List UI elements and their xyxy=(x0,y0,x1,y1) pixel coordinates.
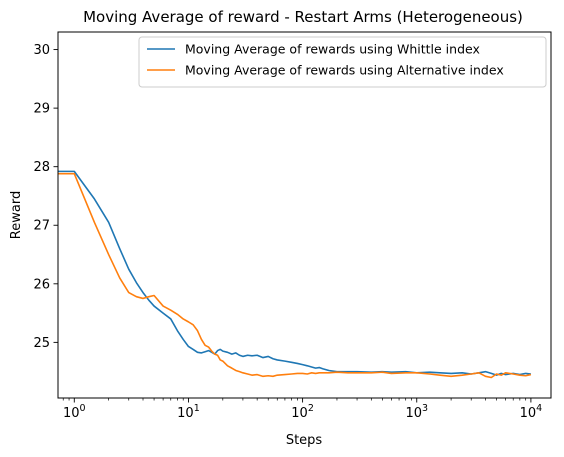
y-tick-label: 27 xyxy=(33,219,50,234)
series-line-whittle xyxy=(58,170,531,376)
x-tick-label: 104 xyxy=(520,403,543,421)
x-tick-label: 103 xyxy=(405,403,428,421)
x-axis: 100 101 102 103 104 xyxy=(62,398,543,421)
legend: Moving Average of rewards using Whittle … xyxy=(138,36,547,88)
y-axis: 25 26 27 28 29 30 xyxy=(33,43,58,351)
x-tick-label: 101 xyxy=(177,403,200,421)
legend-label-alternative: Moving Average of rewards using Alternat… xyxy=(185,63,504,78)
legend-label-whittle: Moving Average of rewards using Whittle … xyxy=(185,42,480,57)
plot-background xyxy=(58,32,551,398)
x-axis-label: Steps xyxy=(286,433,323,448)
series-line-alternative xyxy=(58,172,532,379)
y-tick-label: 29 xyxy=(33,102,50,117)
x-tick-label: 100 xyxy=(63,403,86,421)
y-tick-label: 26 xyxy=(33,277,50,292)
plot-area xyxy=(57,31,552,399)
chart-title: Moving Average of reward - Restart Arms … xyxy=(83,8,523,26)
series-layer xyxy=(58,170,532,379)
y-tick-label: 28 xyxy=(33,160,50,175)
y-axis-label: Reward xyxy=(9,191,24,239)
y-tick-label: 25 xyxy=(33,336,50,351)
legend-box xyxy=(138,36,547,88)
plot-frame xyxy=(57,31,552,399)
x-tick-label: 102 xyxy=(291,403,314,421)
y-tick-label: 30 xyxy=(33,43,50,58)
